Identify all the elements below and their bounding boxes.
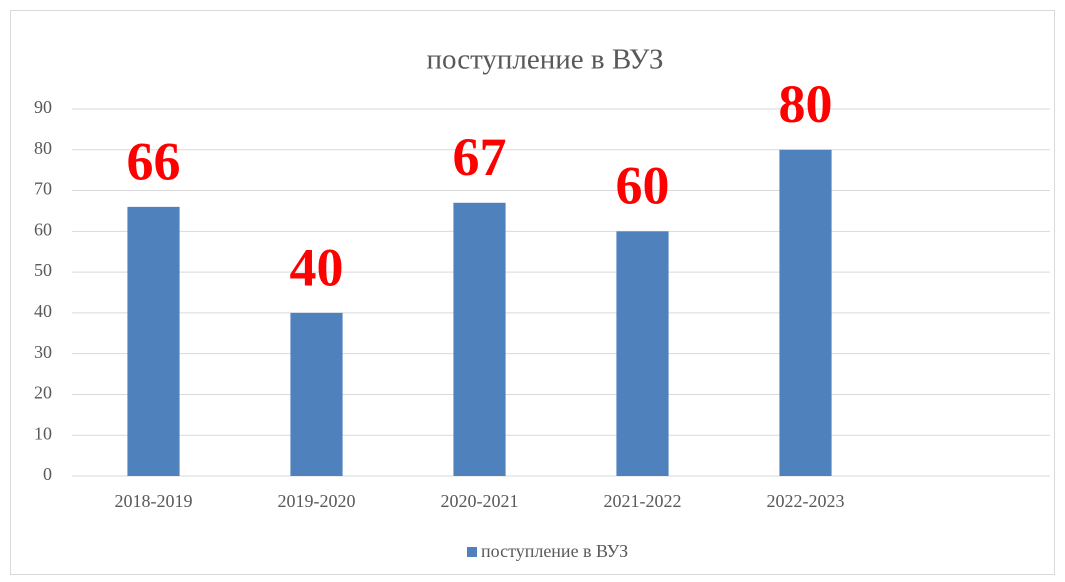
y-tick-label: 30	[34, 342, 52, 362]
y-tick-label: 20	[34, 383, 52, 403]
x-tick-label: 2020-2021	[441, 491, 519, 511]
bar	[453, 202, 506, 477]
y-tick-label: 70	[34, 179, 52, 199]
data-label: 80	[779, 74, 833, 134]
y-tick-label: 50	[34, 260, 52, 280]
y-tick-label: 80	[34, 138, 52, 158]
chart-border	[10, 10, 1055, 575]
legend-label: поступление в ВУЗ	[481, 541, 628, 561]
bar	[127, 206, 180, 476]
legend-swatch	[467, 547, 477, 557]
y-tick-label: 60	[34, 219, 52, 239]
data-label: 40	[290, 237, 344, 297]
x-tick-label: 2018-2019	[115, 491, 193, 511]
bar	[779, 149, 832, 476]
data-label: 66	[127, 131, 181, 191]
data-label: 60	[616, 156, 670, 216]
bar	[290, 312, 343, 476]
y-tick-label: 10	[34, 423, 52, 443]
data-label: 67	[453, 127, 507, 187]
chart-title: поступление в ВУЗ	[426, 44, 663, 76]
x-tick-label: 2019-2020	[278, 491, 356, 511]
x-tick-label: 2022-2023	[767, 491, 845, 511]
y-tick-label: 0	[43, 464, 52, 484]
y-tick-label: 90	[34, 97, 52, 117]
y-tick-label: 40	[34, 301, 52, 321]
x-tick-label: 2021-2022	[604, 491, 682, 511]
bar	[616, 231, 669, 476]
